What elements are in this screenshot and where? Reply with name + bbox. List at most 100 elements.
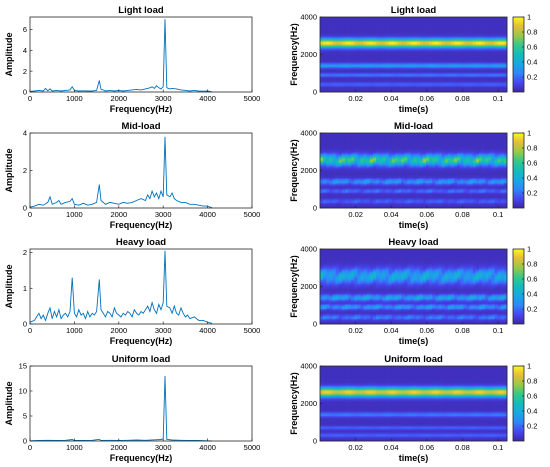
heatmap-cell bbox=[460, 30, 464, 33]
heatmap-cell bbox=[491, 19, 495, 22]
heatmap-cell bbox=[422, 35, 427, 38]
heatmap-cell bbox=[503, 28, 508, 30]
heatmap-cell bbox=[338, 23, 343, 25]
heatmap-cell bbox=[326, 34, 330, 37]
heatmap-cell bbox=[363, 18, 368, 20]
heatmap-cell bbox=[450, 22, 455, 24]
heatmap-cell bbox=[488, 20, 492, 23]
heatmap-cell bbox=[388, 43, 393, 45]
heatmap-cell bbox=[410, 24, 414, 27]
heatmap-cell bbox=[435, 28, 439, 30]
heatmap-cell bbox=[419, 28, 424, 30]
heatmap-cell bbox=[435, 47, 439, 49]
heatmap-cell bbox=[397, 17, 402, 19]
heatmap-cell bbox=[488, 44, 492, 47]
heatmap-cell bbox=[444, 25, 449, 28]
heatmap-cell bbox=[425, 22, 430, 24]
heatmap-cell bbox=[497, 38, 502, 40]
heatmap-cell bbox=[457, 40, 461, 43]
heatmap-cell bbox=[369, 20, 374, 23]
heatmap-cell bbox=[335, 42, 340, 44]
heatmap-cell bbox=[454, 19, 458, 22]
heatmap-cell bbox=[463, 19, 467, 22]
heatmap-cell bbox=[494, 19, 498, 22]
heatmap-cell bbox=[348, 20, 352, 23]
heatmap-cell bbox=[500, 27, 505, 29]
heatmap-cell bbox=[385, 35, 389, 38]
heatmap-cell bbox=[394, 24, 399, 27]
heatmap-cell bbox=[463, 40, 467, 43]
heatmap-cell bbox=[497, 42, 502, 44]
heatmap-cell bbox=[341, 18, 346, 20]
heatmap-cell bbox=[341, 19, 346, 22]
heatmap-cell bbox=[491, 23, 495, 25]
heatmap-cell bbox=[391, 47, 396, 49]
heatmap-cell bbox=[435, 22, 439, 24]
heatmap-cell bbox=[441, 20, 446, 23]
heatmap-cell bbox=[478, 30, 483, 33]
heatmap-cell bbox=[482, 38, 486, 40]
y-tick-label: 0 bbox=[23, 88, 27, 97]
heatmap-cell bbox=[385, 20, 389, 23]
heatmap-cell bbox=[326, 33, 330, 35]
heatmap-cell bbox=[488, 19, 492, 22]
heatmap-cell bbox=[348, 18, 352, 20]
heatmap-cell bbox=[394, 34, 399, 37]
heatmap-cell bbox=[351, 40, 355, 43]
heatmap-cell bbox=[354, 35, 358, 38]
heatmap-cell bbox=[466, 27, 470, 29]
heatmap-cell bbox=[372, 32, 377, 34]
heatmap-cell bbox=[494, 34, 498, 37]
heatmap-cell bbox=[447, 20, 452, 23]
heatmap-cell bbox=[447, 48, 452, 50]
heatmap-cell bbox=[419, 38, 424, 40]
heatmap-cell bbox=[460, 17, 464, 19]
heatmap-cell bbox=[460, 23, 464, 25]
heatmap-cell bbox=[379, 40, 383, 43]
heatmap-cell bbox=[382, 19, 386, 22]
heatmap-cell bbox=[478, 40, 483, 43]
heatmap-cell bbox=[466, 19, 470, 22]
heatmap-cell bbox=[323, 34, 327, 37]
heatmap-cell bbox=[369, 37, 374, 39]
heatmap-cells bbox=[320, 133, 508, 209]
heatmap-cell bbox=[397, 47, 402, 49]
heatmap-cell bbox=[391, 22, 396, 24]
heatmap-cell bbox=[320, 28, 324, 30]
heatmap-cell bbox=[357, 18, 361, 20]
heatmap-cell bbox=[503, 42, 508, 44]
heatmap-cell bbox=[419, 30, 424, 33]
heatmap-cell bbox=[429, 32, 433, 34]
heatmap-cell bbox=[401, 37, 405, 39]
heatmap-cell bbox=[429, 33, 433, 35]
heatmap-cell bbox=[450, 37, 455, 39]
heatmap-cell bbox=[323, 28, 327, 30]
heatmap-cell bbox=[466, 48, 470, 50]
heatmap-cell bbox=[401, 22, 405, 24]
heatmap-cell bbox=[482, 40, 486, 43]
heatmap-cell bbox=[404, 27, 408, 29]
heatmap-cell bbox=[388, 22, 393, 24]
heatmap-cell bbox=[385, 28, 389, 30]
heatmap-cell bbox=[450, 34, 455, 37]
heatmap-cell bbox=[457, 23, 461, 25]
chart-title: Light load bbox=[118, 5, 164, 16]
heatmap-cell bbox=[432, 24, 436, 27]
heatmap-cell bbox=[432, 48, 436, 50]
heatmap-cell bbox=[447, 19, 452, 22]
heatmap-cell bbox=[357, 43, 361, 45]
heatmap-cell bbox=[382, 18, 386, 20]
heatmap-cell bbox=[454, 43, 458, 45]
heatmap-cell bbox=[338, 42, 343, 44]
heatmap-cell bbox=[376, 37, 380, 39]
heatmap-cell bbox=[425, 18, 430, 20]
heatmap-cell bbox=[401, 25, 405, 28]
heatmap-cell bbox=[435, 18, 439, 20]
chart-title: Light load bbox=[391, 5, 437, 16]
heatmap-cell bbox=[407, 20, 411, 23]
heatmap-cell bbox=[372, 33, 377, 35]
heatmap-cell bbox=[457, 17, 461, 19]
heatmap-cell bbox=[482, 17, 486, 19]
heatmap-cell bbox=[447, 40, 452, 43]
